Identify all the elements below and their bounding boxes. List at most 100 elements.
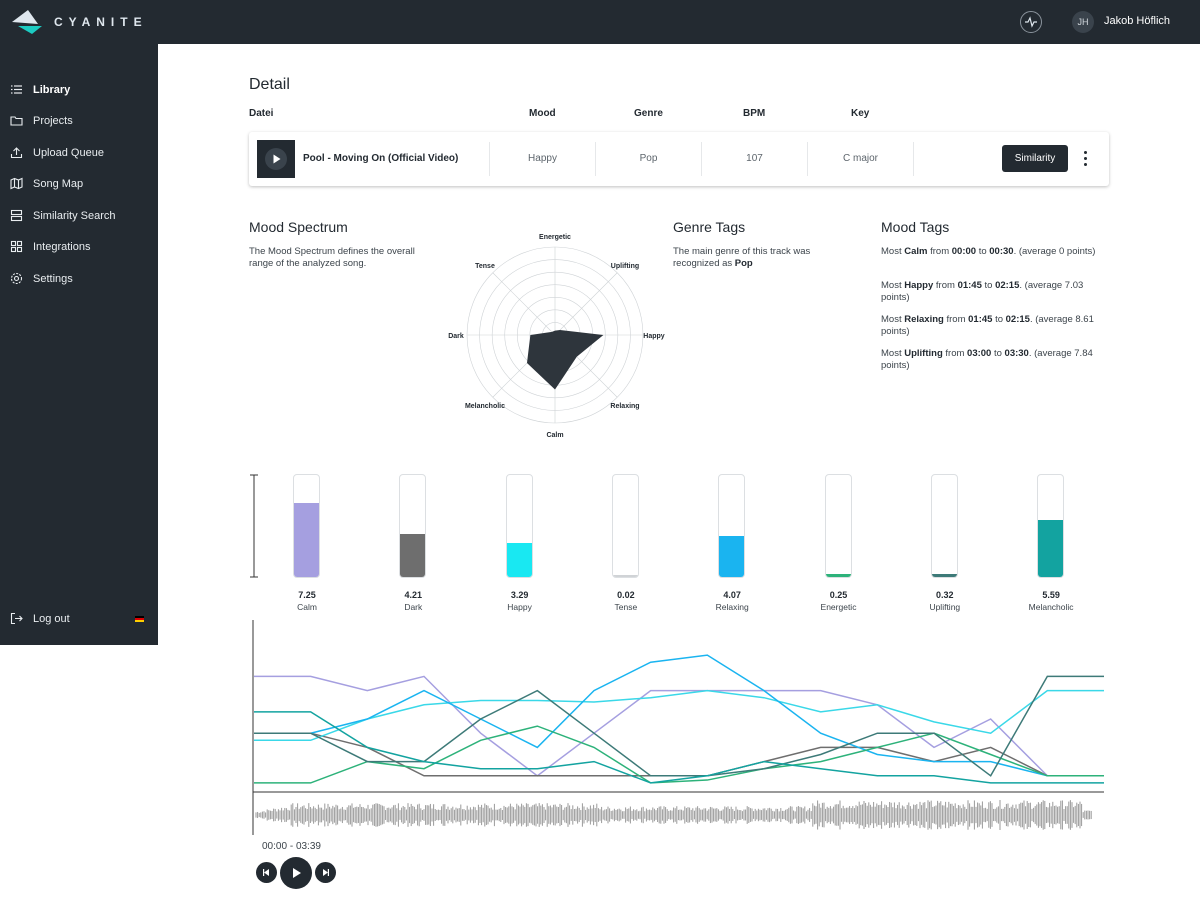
mood-bar-label: Energetic: [820, 602, 857, 612]
mood-bar-fill: [719, 535, 745, 577]
duration: 03:39: [295, 841, 321, 852]
mood-tag-text: to: [976, 246, 990, 257]
previous-button[interactable]: [256, 862, 277, 883]
activity-button[interactable]: [1020, 11, 1042, 33]
mood-bar-fill: [294, 503, 319, 577]
radar-spoke: [554, 272, 618, 336]
sidebar-item-settings[interactable]: Settings: [0, 267, 158, 291]
similarity-button[interactable]: Similarity: [1002, 145, 1068, 172]
bars-axis: [250, 474, 258, 578]
sidebar-item-label: Projects: [33, 115, 73, 127]
mood-spectrum-description: The Mood Spectrum defines the overall ra…: [249, 246, 415, 269]
track-mood: Happy: [489, 142, 595, 176]
skip-forward-icon: [323, 869, 329, 876]
genre-tags-text: The main genre of this track was recogni…: [673, 246, 843, 270]
top-bar: CYANITE JH Jakob Höflich: [0, 0, 1200, 44]
track-thumbnail[interactable]: [257, 140, 295, 178]
mood-bar-fill: [1038, 519, 1064, 577]
mood-tag-entry: Most Happy from 01:45 to 02:15. (average…: [881, 280, 1109, 304]
timeline-series-dark: [254, 732, 1104, 777]
genre-tags-genre: Pop: [734, 258, 753, 269]
sidebar-item-label: Integrations: [33, 241, 91, 253]
mood-timeline-chart[interactable]: [252, 620, 1112, 840]
cyanite-logo-icon[interactable]: [10, 8, 150, 36]
play-button[interactable]: [280, 857, 312, 889]
mood-bar-energetic: 0.25 Energetic: [809, 474, 869, 614]
mood-tag-text: to: [992, 314, 1006, 325]
mood-tag-text: 00:30: [989, 246, 1014, 257]
mood-tag-entry: Most Uplifting from 03:00 to 03:30. (ave…: [881, 348, 1109, 372]
column-header-file: Datei: [249, 108, 274, 119]
mood-tag-text: 03:30: [1004, 348, 1029, 359]
german-flag-icon[interactable]: [135, 616, 144, 622]
sidebar-item-similarity-search[interactable]: Similarity Search: [0, 204, 158, 228]
mood-tags-title: Mood Tags: [881, 219, 950, 235]
mood-tag-text: . (average 7.03 points): [881, 280, 1084, 303]
track-play-button[interactable]: [265, 148, 287, 170]
next-button[interactable]: [315, 862, 336, 883]
sidebar-item-integrations[interactable]: Integrations: [0, 235, 158, 259]
time-readout: 00:00 - 03:39: [262, 841, 321, 852]
cell-divider: [913, 142, 914, 176]
mood-tag-text: 01:45: [957, 280, 982, 291]
mood-bar-fill: [506, 543, 532, 577]
mood-bar-value: 0.32: [936, 590, 954, 600]
logout-button[interactable]: Log out: [0, 607, 158, 631]
radar-axis-label: Energetic: [539, 234, 571, 241]
brand-name: CYANITE: [54, 15, 148, 29]
genre-tags-title: Genre Tags: [673, 219, 746, 235]
sidebar-item-label: Song Map: [33, 178, 84, 190]
timeline-series-uplifting: [254, 675, 1104, 777]
sidebar: Library Projects Upload Queue Song Map S…: [0, 44, 158, 645]
mood-bar-track: [824, 474, 852, 578]
mood-bar-value: 4.21: [404, 590, 423, 600]
pulse-icon: [1025, 16, 1037, 28]
mood-bars: 7.25 Calm 4.21 Dark 3.29 Happy 0.02 Tense 4.07 Re…: [245, 470, 1105, 620]
mood-bar-tense: 0.02 Tense: [596, 474, 656, 614]
sidebar-item-projects[interactable]: Projects: [0, 109, 158, 133]
mood-bar-value: 4.07: [723, 590, 741, 600]
page-title: Detail: [249, 76, 290, 93]
mood-tag-text: . (average 7.84 points): [881, 348, 1093, 371]
mood-bar-value: 0.25: [829, 590, 848, 600]
mood-tag-entry: Most Relaxing from 01:45 to 02:15. (aver…: [881, 314, 1109, 338]
mood-bar-fill: [400, 534, 426, 577]
mood-bar-track: [399, 474, 427, 578]
timeline-series-energetic: [254, 725, 1104, 784]
time-separator: -: [289, 841, 294, 852]
track-row[interactable]: Pool - Moving On (Official Video) Happy …: [249, 132, 1109, 186]
mood-bar-value: 5.59: [1042, 590, 1060, 600]
mood-bar-happy: 3.29 Happy: [490, 474, 550, 614]
timeline-series-melancholic: [254, 711, 1104, 784]
play-icon: [273, 154, 281, 164]
play-icon: [293, 868, 301, 878]
waveform[interactable]: [255, 800, 1092, 830]
mood-tag-text: Uplifting: [904, 348, 943, 359]
sidebar-item-song-map[interactable]: Song Map: [0, 172, 158, 196]
mood-bar-fill: [825, 574, 851, 577]
mood-tag-text: Most: [881, 280, 905, 291]
radar-axis-label: Tense: [475, 263, 495, 270]
timeline-series-relaxing: [254, 654, 1104, 777]
mood-bar-relaxing: 4.07 Relaxing: [702, 474, 762, 614]
mood-tag-text: 00:00: [951, 246, 977, 257]
sidebar-item-label: Similarity Search: [33, 210, 116, 222]
mood-tag-text: Most: [881, 348, 905, 359]
mood-tag-text: Calm: [904, 246, 928, 257]
sidebar-item-library[interactable]: Library: [0, 78, 158, 102]
user-name[interactable]: Jakob Höflich: [1104, 15, 1171, 27]
mood-tag-text: to: [991, 348, 1005, 359]
sidebar-item-label: Settings: [33, 273, 73, 285]
map-icon: [10, 177, 23, 190]
column-header-bpm: BPM: [743, 108, 766, 119]
sidebar-item-label: Upload Queue: [33, 147, 104, 159]
more-options-icon[interactable]: [1081, 149, 1091, 169]
mood-tag-text: from: [942, 348, 968, 359]
avatar[interactable]: JH: [1072, 11, 1094, 33]
mood-tag-text: 01:45: [968, 314, 993, 325]
mood-bar-fill: [612, 574, 638, 577]
radar-axis-label: Melancholic: [465, 403, 505, 410]
mood-tag-text: from: [927, 246, 952, 257]
sidebar-item-upload-queue[interactable]: Upload Queue: [0, 141, 158, 165]
gear-icon: [10, 272, 23, 285]
